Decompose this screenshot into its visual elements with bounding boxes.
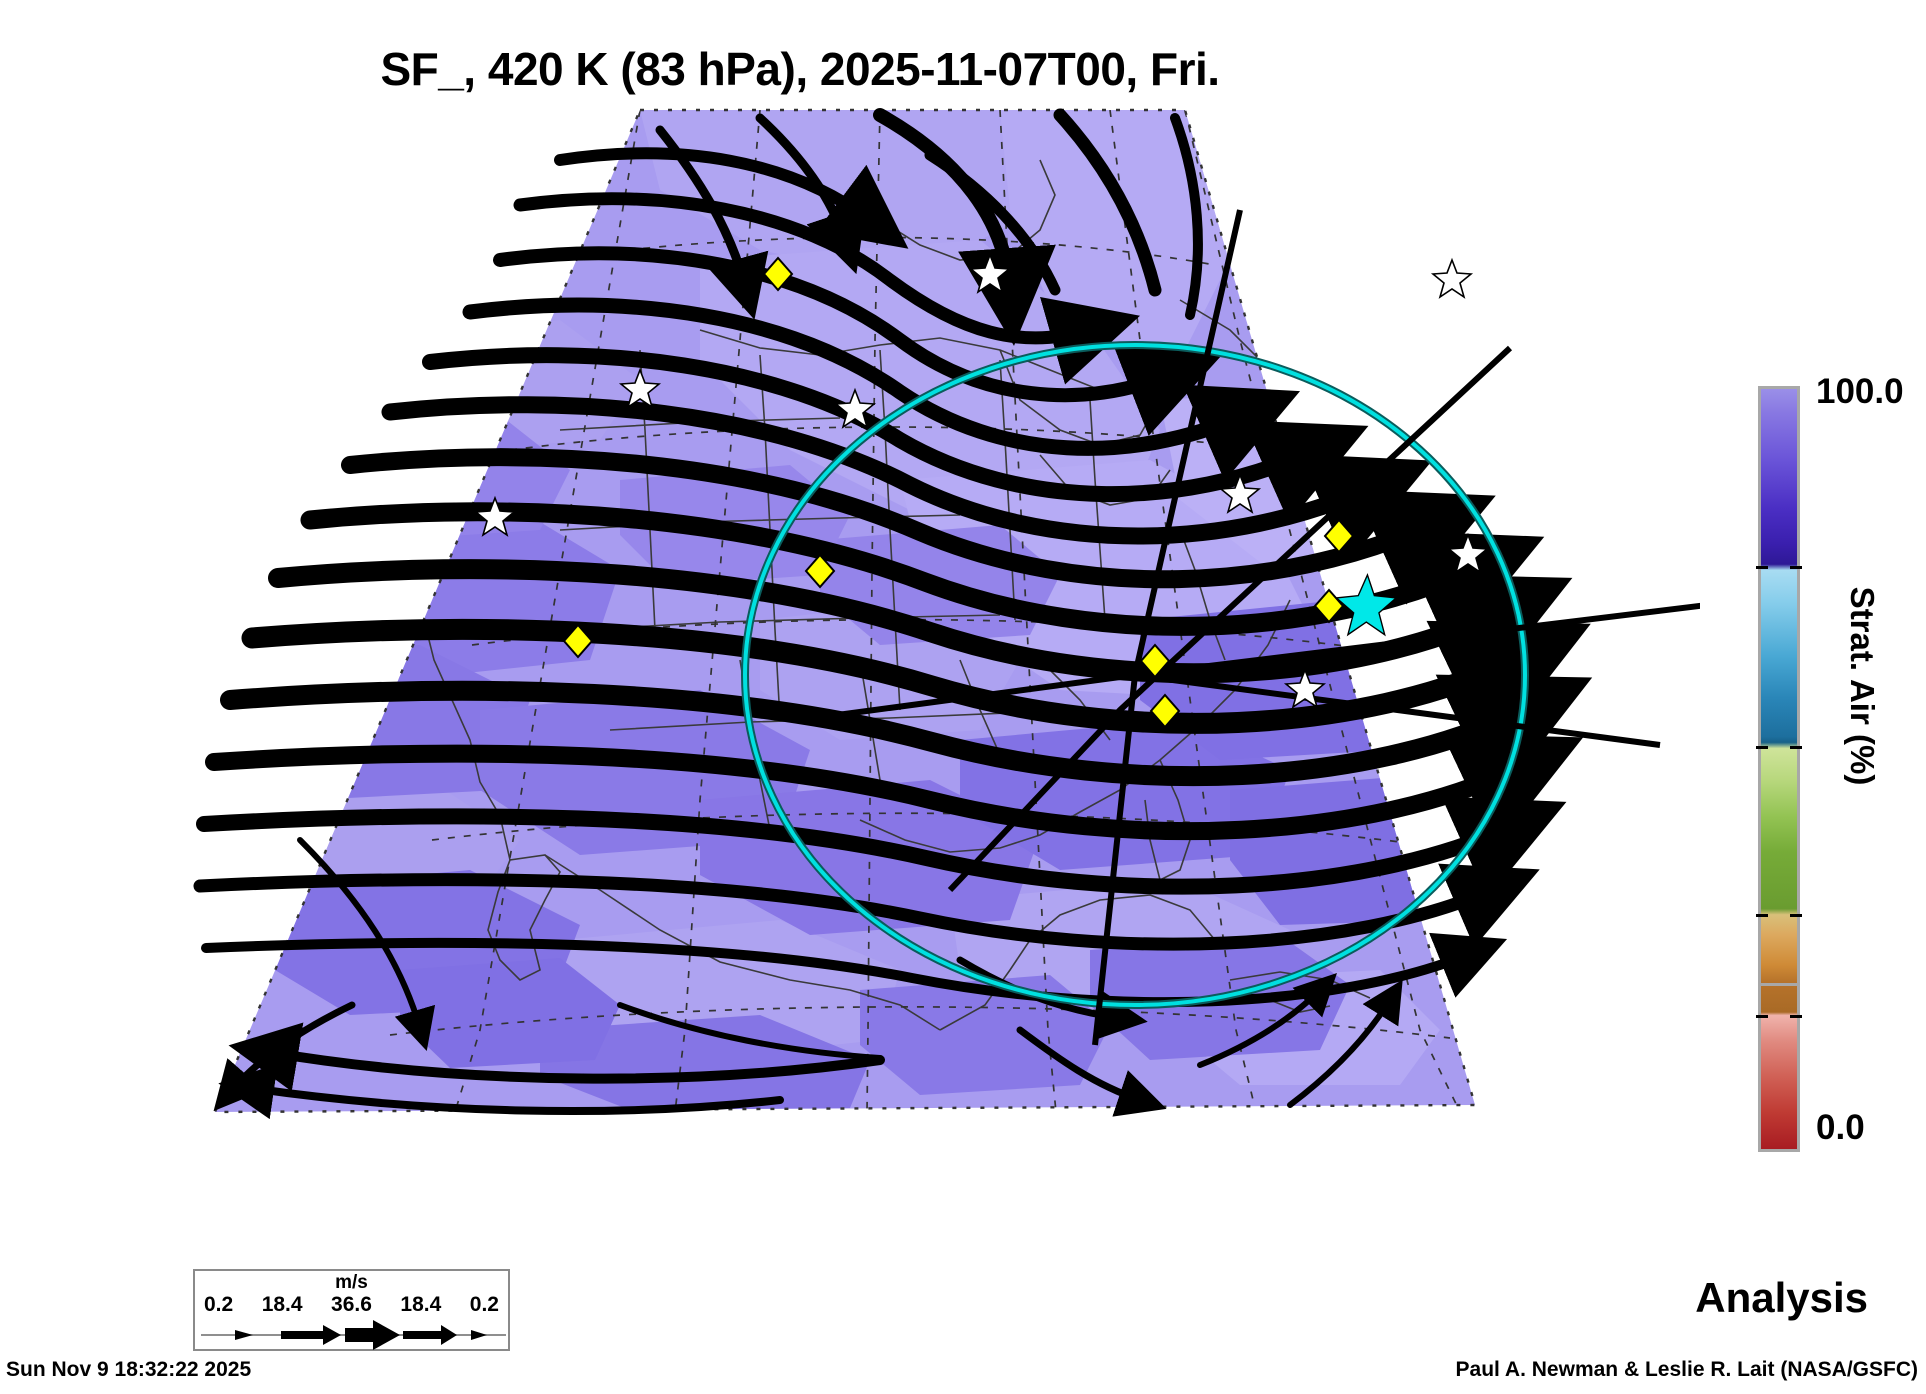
wind-value-1: 18.4 <box>261 1293 303 1316</box>
wind-value-4: 0.2 <box>469 1293 499 1316</box>
map-plot[interactable] <box>0 100 1700 1280</box>
wind-value-2: 36.6 <box>331 1293 372 1316</box>
colorbar-max-label: 100.0 <box>1816 372 1904 411</box>
wind-legend-values: 0.2 18.4 36.6 18.4 0.2 <box>195 1293 508 1317</box>
center-location-star <box>1334 573 1398 637</box>
footer-timestamp: Sun Nov 9 18:32:22 2025 <box>6 1358 252 1381</box>
station-markers <box>473 252 1490 709</box>
footer-credit: Paul A. Newman & Leslie R. Lait (NASA/GS… <box>1455 1358 1918 1381</box>
analysis-label: Analysis <box>1695 1274 1868 1321</box>
colorbar-tick-80-right <box>1790 566 1802 569</box>
colorbar-tick-20-right <box>1790 1015 1802 1018</box>
colorbar-min-label: 0.0 <box>1816 1108 1865 1147</box>
flight-track-lines <box>799 209 1700 1046</box>
colorbar-tick-60-right <box>1790 746 1802 749</box>
colorbar-tick-40-right <box>1790 914 1802 917</box>
waypoint-markers <box>562 256 1355 729</box>
colorbar-gradient-lower[interactable] <box>1758 986 1800 1152</box>
wind-speed-legend: m/s 0.2 18.4 36.6 18.4 0.2 <box>193 1269 510 1351</box>
wind-value-3: 18.4 <box>400 1293 442 1316</box>
colorbar-axis-title: Strat. Air (%) <box>1844 586 1881 786</box>
wind-legend-units-label: m/s <box>335 1272 368 1293</box>
colorbar-tick-40 <box>1756 914 1768 917</box>
wind-value-0: 0.2 <box>204 1293 234 1316</box>
page-title: SF_, 420 K (83 hPa), 2025-11-07T00, Fri. <box>380 43 1220 95</box>
colorbar-tick-60 <box>1756 746 1768 749</box>
colorbar-tick-20 <box>1756 1015 1768 1018</box>
colorbar-tick-80 <box>1756 566 1768 569</box>
range-ring <box>741 341 1529 1009</box>
wind-legend-arrow-scale <box>195 1320 508 1350</box>
colorbar[interactable]: 100.0 Strat. Air (%) <box>1756 372 1904 986</box>
colorbar-gradient[interactable] <box>1758 386 1800 986</box>
map-panel[interactable] <box>0 100 1700 1280</box>
